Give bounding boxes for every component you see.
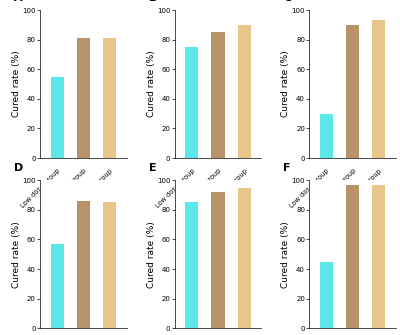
Y-axis label: Cured rate (%): Cured rate (%) [281,51,290,118]
Text: B: B [148,0,157,3]
Bar [346,185,359,328]
Bar [346,25,359,158]
Y-axis label: Cured rate (%): Cured rate (%) [12,221,21,288]
Bar [50,77,64,158]
Y-axis label: Cured rate (%): Cured rate (%) [146,221,156,288]
Bar [77,201,90,328]
Text: A: A [14,0,22,3]
Text: C: C [283,0,291,3]
Bar [372,185,386,328]
Bar [320,114,333,158]
Bar [77,38,90,158]
Y-axis label: Cured rate (%): Cured rate (%) [146,51,156,118]
Text: F: F [283,163,291,173]
Bar [50,244,64,328]
Bar [103,38,116,158]
Y-axis label: Cured rate (%): Cured rate (%) [12,51,21,118]
Text: E: E [148,163,156,173]
Bar [238,188,251,328]
Bar [185,47,198,158]
Y-axis label: Cured rate (%): Cured rate (%) [281,221,290,288]
Bar [320,262,333,328]
Bar [212,192,224,328]
Bar [212,32,224,158]
Bar [372,20,386,158]
Bar [238,25,251,158]
Text: D: D [14,163,23,173]
Bar [103,202,116,328]
Bar [185,202,198,328]
